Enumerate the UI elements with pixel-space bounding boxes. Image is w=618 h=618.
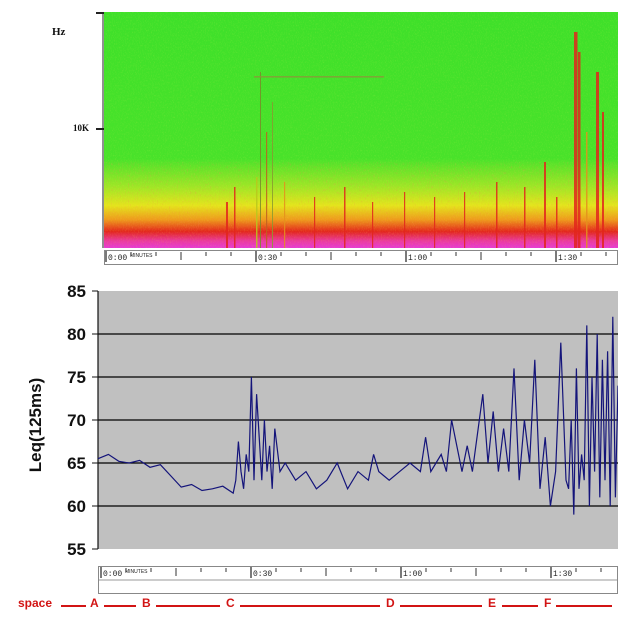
- segment-divider-line: [156, 605, 220, 607]
- spectrogram-streak: [556, 197, 558, 248]
- svg-text:0:00: 0:00: [103, 570, 122, 579]
- time-axis-bar: 0:00 MINUTES 0:30 1:00 1:30: [98, 566, 618, 594]
- segment-label: B: [142, 596, 151, 610]
- svg-text:0:30: 0:30: [258, 254, 277, 263]
- spectrogram-tone-line: [254, 76, 384, 78]
- spectrogram-time-bar: 0:00 MINUTES 0:30 1:00 1:30: [104, 250, 618, 265]
- time-unit-label: MINUTES: [125, 569, 148, 575]
- segment-label: E: [488, 596, 497, 610]
- spectrogram-heatmap: [104, 12, 618, 248]
- svg-text:1:30: 1:30: [553, 570, 572, 579]
- spectrogram-streak: [256, 177, 258, 248]
- spectrogram-streak: [260, 72, 261, 248]
- spectrogram-streak: [226, 202, 228, 248]
- time-label: 1:00: [400, 567, 422, 579]
- segment-divider-line: [240, 605, 380, 607]
- segment-divider-line: [400, 605, 482, 607]
- spectrogram-y-axis-label: Hz: [52, 26, 66, 38]
- time-label: 0:30: [255, 251, 277, 263]
- spectrogram-streak: [574, 32, 578, 248]
- spectrogram-streak: [234, 187, 236, 248]
- spectrogram-streak: [404, 192, 406, 248]
- y-tick-label: 60: [67, 497, 86, 516]
- segment-label: space: [18, 596, 53, 610]
- y-tick-label: 80: [67, 325, 86, 344]
- spectrogram-streak: [496, 182, 498, 248]
- svg-text:1:00: 1:00: [403, 570, 422, 579]
- svg-text:0:30: 0:30: [253, 570, 272, 579]
- time-label: 1:00: [405, 251, 427, 263]
- time-label: 1:30: [550, 567, 572, 579]
- segment-label: C: [226, 596, 235, 610]
- spectrogram-streak: [284, 182, 286, 248]
- time-label: 1:30: [555, 251, 577, 263]
- spectrogram-streak: [544, 162, 546, 248]
- time-label: 0:30: [250, 567, 272, 579]
- leq-line-chart: 55 60 65 70 75 80 85 Leq(125ms): [26, 282, 618, 559]
- time-unit-label: MINUTES: [130, 253, 153, 259]
- segment-label: A: [90, 596, 99, 610]
- time-label: 0:00 MINUTES: [100, 567, 148, 579]
- segment-legend: space A B C D E F: [18, 596, 618, 614]
- svg-text:1:00: 1:00: [408, 254, 427, 263]
- spectrogram-streak: [272, 102, 273, 248]
- leq-series-line: [97, 316, 618, 515]
- segment-divider-line: [502, 605, 538, 607]
- y-tick-label: 70: [67, 411, 86, 430]
- time-label: 0:00 MINUTES: [105, 251, 153, 263]
- spectrogram-streak: [578, 52, 581, 248]
- spectrogram-streak: [266, 132, 268, 248]
- spectrogram-y-axis: [96, 12, 104, 248]
- y-tick-label: 65: [67, 454, 86, 473]
- segment-divider-line: [61, 605, 86, 607]
- spectrogram-streak: [586, 132, 588, 248]
- spectrogram-streak: [314, 197, 316, 248]
- spectrogram-y-tick-label: 10K: [73, 123, 90, 133]
- segment-label: D: [386, 596, 395, 610]
- spectrogram-streak: [344, 187, 346, 248]
- y-tick-label: 55: [67, 540, 86, 559]
- segment-label: F: [544, 596, 552, 610]
- spectrogram-streak: [524, 187, 526, 248]
- segment-divider-line: [556, 605, 612, 607]
- spectrogram-streak: [464, 192, 466, 248]
- spectrogram-streak: [596, 72, 599, 248]
- y-tick-label: 75: [67, 368, 86, 387]
- spectrogram-streak: [602, 112, 604, 248]
- svg-text:1:30: 1:30: [558, 254, 577, 263]
- svg-text:0:00: 0:00: [108, 254, 127, 263]
- segment-divider-line: [104, 605, 136, 607]
- y-axis-label: Leq(125ms): [26, 378, 45, 472]
- spectrogram-streak: [372, 202, 374, 248]
- y-tick-label: 85: [67, 282, 86, 301]
- spectrogram-streak: [434, 197, 436, 248]
